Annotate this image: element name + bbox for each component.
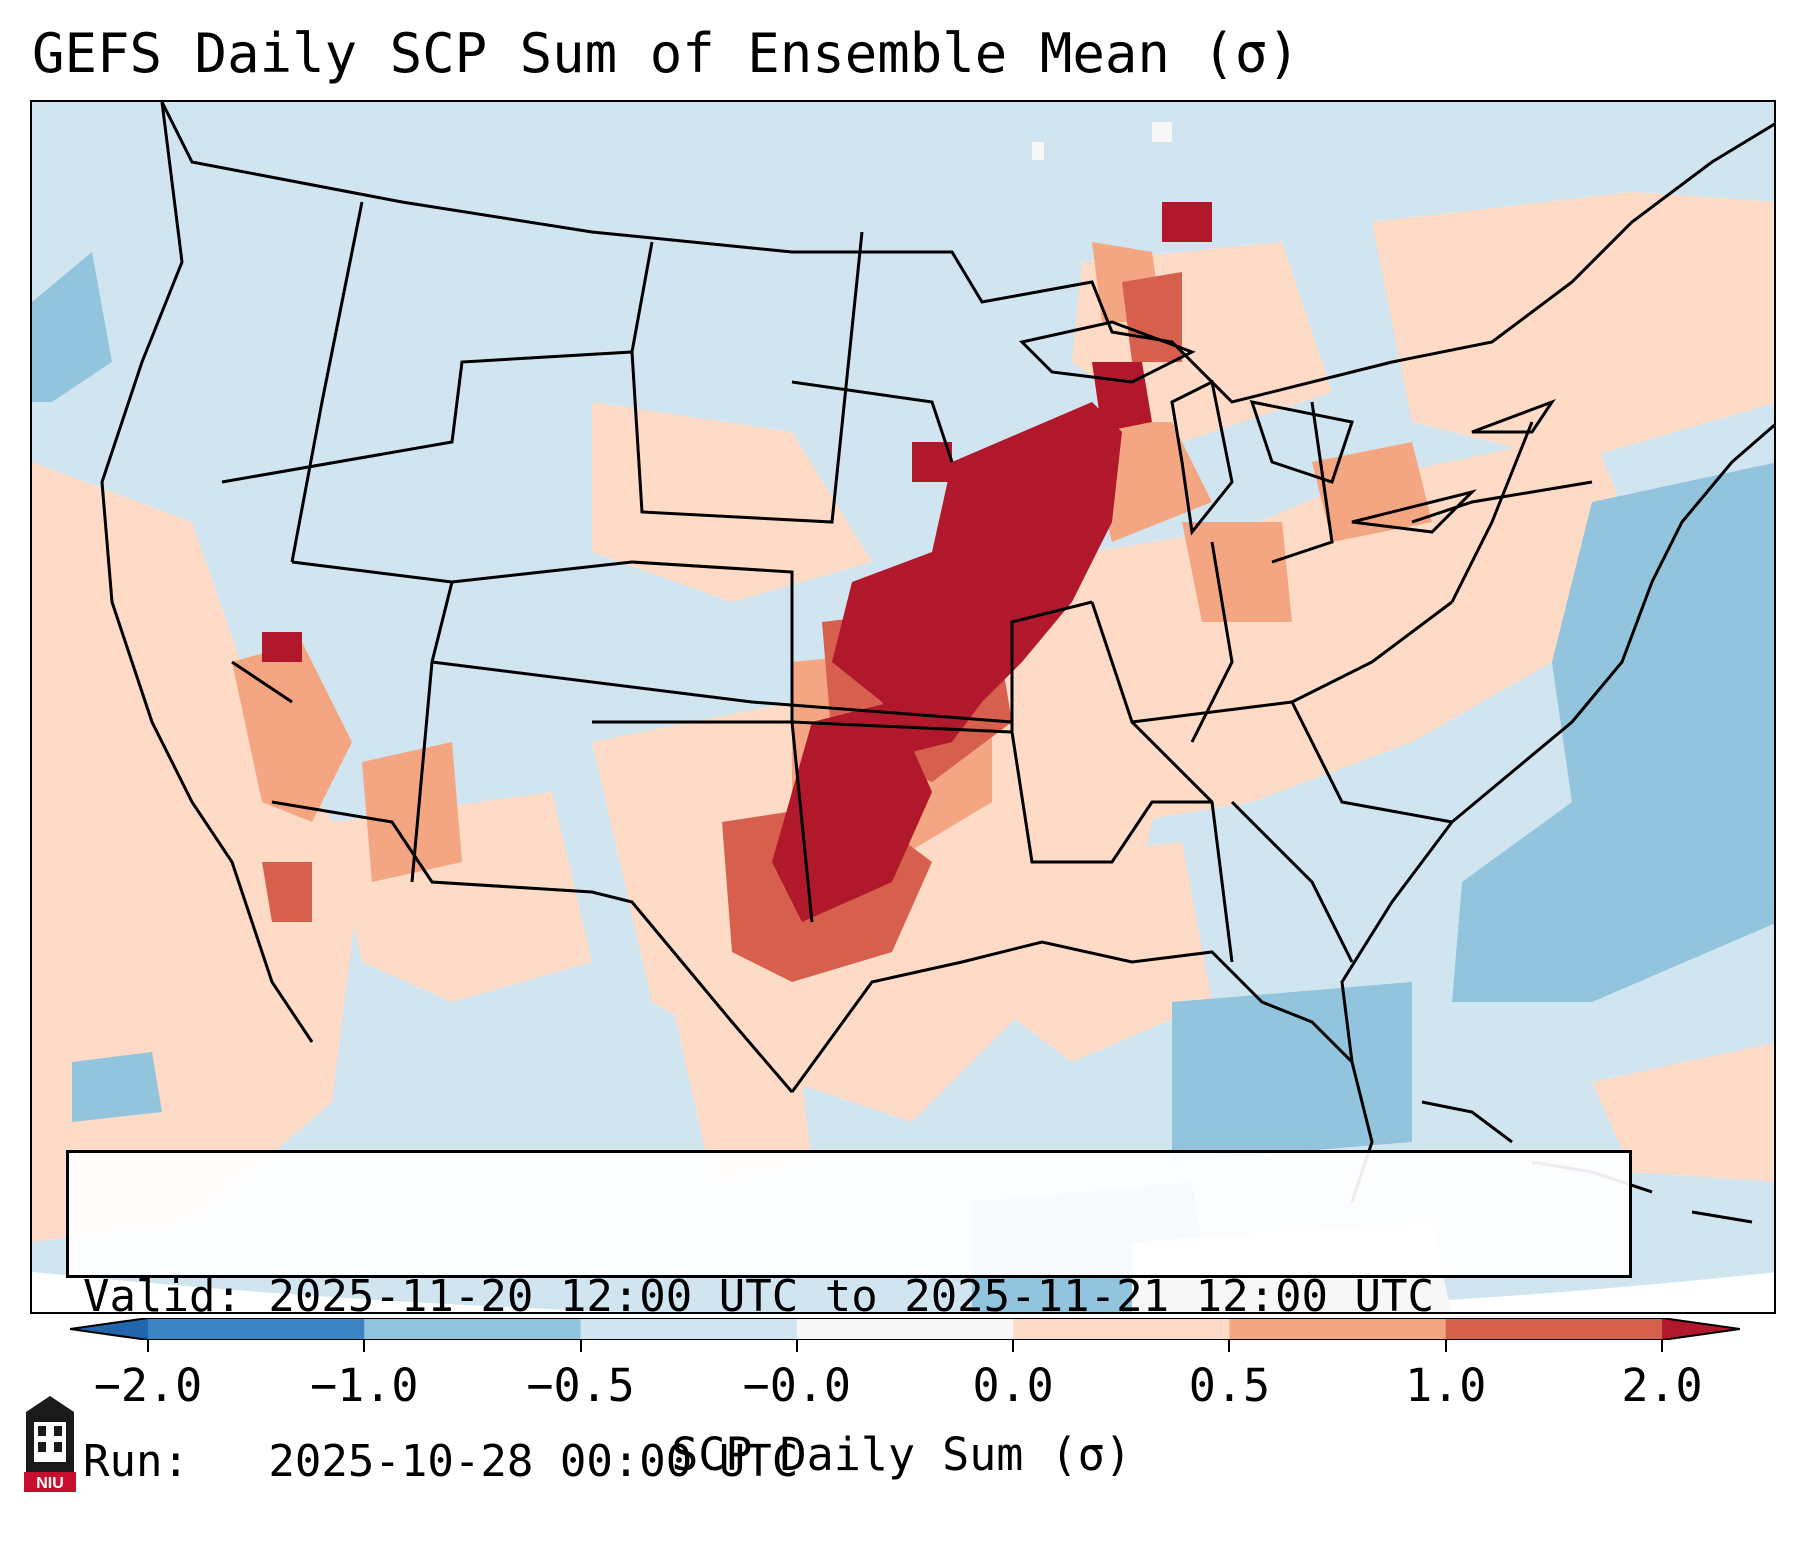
map-panel xyxy=(30,100,1776,1314)
colorbar-segment xyxy=(1013,1318,1230,1340)
colorbar-tick-mark xyxy=(579,1340,582,1352)
colorbar xyxy=(70,1318,1740,1340)
map-title: GEFS Daily SCP Sum of Ensemble Mean (σ) xyxy=(32,22,1300,85)
projection-edge xyxy=(32,1272,1774,1312)
anomaly-extreme-positive xyxy=(262,202,1212,922)
colorbar-tick-label: −0.5 xyxy=(526,1359,635,1412)
colorbar-tick-mark xyxy=(147,1340,149,1352)
colorbar-segment xyxy=(796,1318,1014,1340)
colorbar-tick-label: −1.0 xyxy=(310,1359,419,1412)
valid-run-info: Valid: 2025-11-20 12:00 UTC to 2025-11-2… xyxy=(66,1150,1632,1487)
colorbar-segment xyxy=(364,1318,582,1340)
logo-text: NIU xyxy=(36,1475,64,1492)
run-time-text: Run: 2025-10-28 00:00 UTC xyxy=(83,1436,799,1487)
colorbar-label: SCP Daily Sum (σ) xyxy=(671,1428,1132,1481)
colorbar-extend-high xyxy=(1662,1318,1740,1340)
colorbar-segment xyxy=(1445,1318,1663,1340)
colorbar-segment xyxy=(148,1318,365,1340)
colorbar-tick-label: −0.0 xyxy=(742,1359,852,1412)
great-lakes xyxy=(1019,320,1556,536)
colorbar-tick-label: 0.0 xyxy=(972,1359,1054,1412)
valid-time-text: Valid: 2025-11-20 12:00 UTC to 2025-11-2… xyxy=(83,1271,1435,1322)
colorbar-tick-label: 1.0 xyxy=(1405,1359,1487,1412)
colorbar-extend-low xyxy=(70,1318,148,1340)
colorbar-segment xyxy=(580,1318,798,1340)
map-canvas xyxy=(32,102,1774,1312)
colorbar-segment xyxy=(1229,1318,1447,1340)
colorbar-tick-mark xyxy=(1661,1340,1663,1352)
colorbar-tick-mark xyxy=(1228,1340,1231,1352)
colorbar-tick-mark xyxy=(1012,1340,1015,1352)
niu-logo: NIU xyxy=(24,1396,76,1492)
state-boundaries xyxy=(100,102,1774,1203)
colorbar-tick-mark xyxy=(1444,1340,1447,1352)
colorbar-segments xyxy=(148,1318,1663,1340)
colorbar-tick-mark xyxy=(795,1340,798,1352)
colorbar-tick-mark xyxy=(363,1340,366,1352)
colorbar-tick-label: 2.0 xyxy=(1621,1359,1703,1412)
colorbar-tick-label: −2.0 xyxy=(93,1359,203,1412)
colorbar-tick-label: 0.5 xyxy=(1188,1359,1271,1412)
